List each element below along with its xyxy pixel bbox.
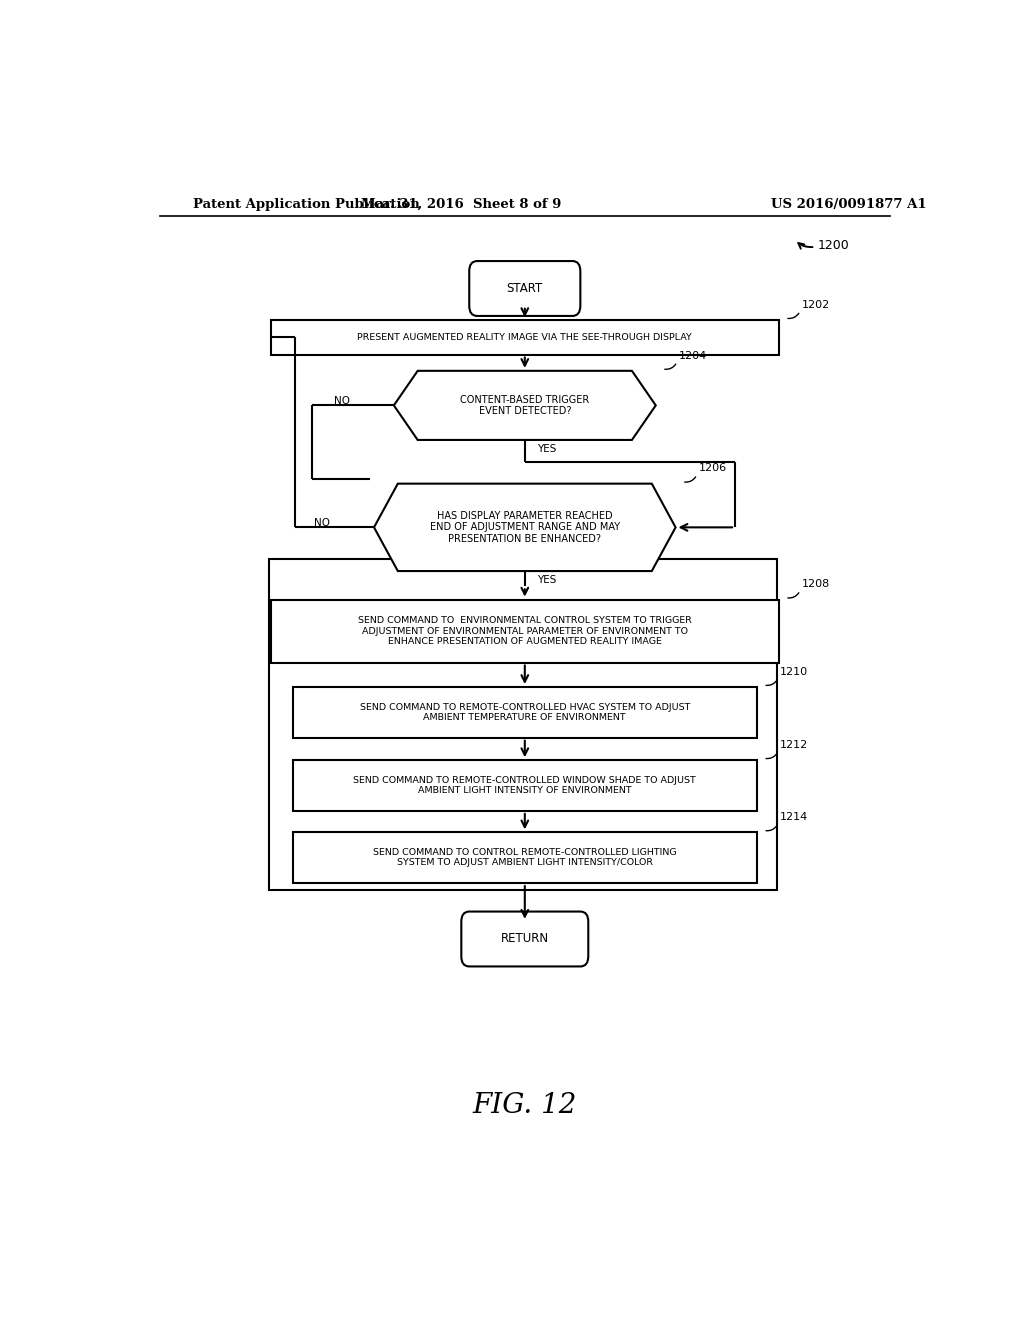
Text: US 2016/0091877 A1: US 2016/0091877 A1 (771, 198, 927, 211)
Text: FIG. 12: FIG. 12 (473, 1092, 577, 1119)
Text: Patent Application Publication: Patent Application Publication (194, 198, 420, 211)
Text: NO: NO (334, 396, 350, 407)
Text: NO: NO (314, 519, 331, 528)
Bar (270, 319, 779, 355)
Bar (293, 760, 757, 810)
Text: 1206: 1206 (698, 463, 727, 474)
Text: 1214: 1214 (780, 812, 808, 822)
FancyBboxPatch shape (469, 261, 581, 315)
Text: Mar. 31, 2016  Sheet 8 of 9: Mar. 31, 2016 Sheet 8 of 9 (361, 198, 561, 211)
Text: 1200: 1200 (817, 239, 849, 252)
Text: 1212: 1212 (780, 741, 808, 750)
Bar (293, 686, 757, 738)
Text: YES: YES (538, 576, 557, 585)
Polygon shape (394, 371, 655, 440)
Text: SEND COMMAND TO  ENVIRONMENTAL CONTROL SYSTEM TO TRIGGER
ADJUSTMENT OF ENVIRONME: SEND COMMAND TO ENVIRONMENTAL CONTROL SY… (357, 616, 692, 645)
Text: SEND COMMAND TO CONTROL REMOTE-CONTROLLED LIGHTING
SYSTEM TO ADJUST AMBIENT LIGH: SEND COMMAND TO CONTROL REMOTE-CONTROLLE… (373, 847, 677, 867)
FancyBboxPatch shape (461, 912, 588, 966)
Text: SEND COMMAND TO REMOTE-CONTROLLED WINDOW SHADE TO ADJUST
AMBIENT LIGHT INTENSITY: SEND COMMAND TO REMOTE-CONTROLLED WINDOW… (353, 776, 696, 795)
Text: HAS DISPLAY PARAMETER REACHED
END OF ADJUSTMENT RANGE AND MAY
PRESENTATION BE EN: HAS DISPLAY PARAMETER REACHED END OF ADJ… (430, 511, 620, 544)
Text: RETURN: RETURN (501, 932, 549, 945)
Text: 1208: 1208 (802, 579, 830, 589)
Text: SEND COMMAND TO REMOTE-CONTROLLED HVAC SYSTEM TO ADJUST
AMBIENT TEMPERATURE OF E: SEND COMMAND TO REMOTE-CONTROLLED HVAC S… (359, 702, 690, 722)
Text: YES: YES (538, 444, 557, 454)
Bar (293, 833, 757, 883)
Polygon shape (374, 483, 676, 572)
Text: 1202: 1202 (802, 300, 830, 310)
Text: 1204: 1204 (679, 351, 707, 360)
Text: CONTENT-BASED TRIGGER
EVENT DETECTED?: CONTENT-BASED TRIGGER EVENT DETECTED? (460, 395, 590, 416)
Text: 1210: 1210 (780, 667, 808, 677)
Text: START: START (507, 282, 543, 294)
Bar (270, 599, 779, 663)
Text: PRESENT AUGMENTED REALITY IMAGE VIA THE SEE-THROUGH DISPLAY: PRESENT AUGMENTED REALITY IMAGE VIA THE … (357, 333, 692, 342)
Bar (269, 558, 777, 890)
